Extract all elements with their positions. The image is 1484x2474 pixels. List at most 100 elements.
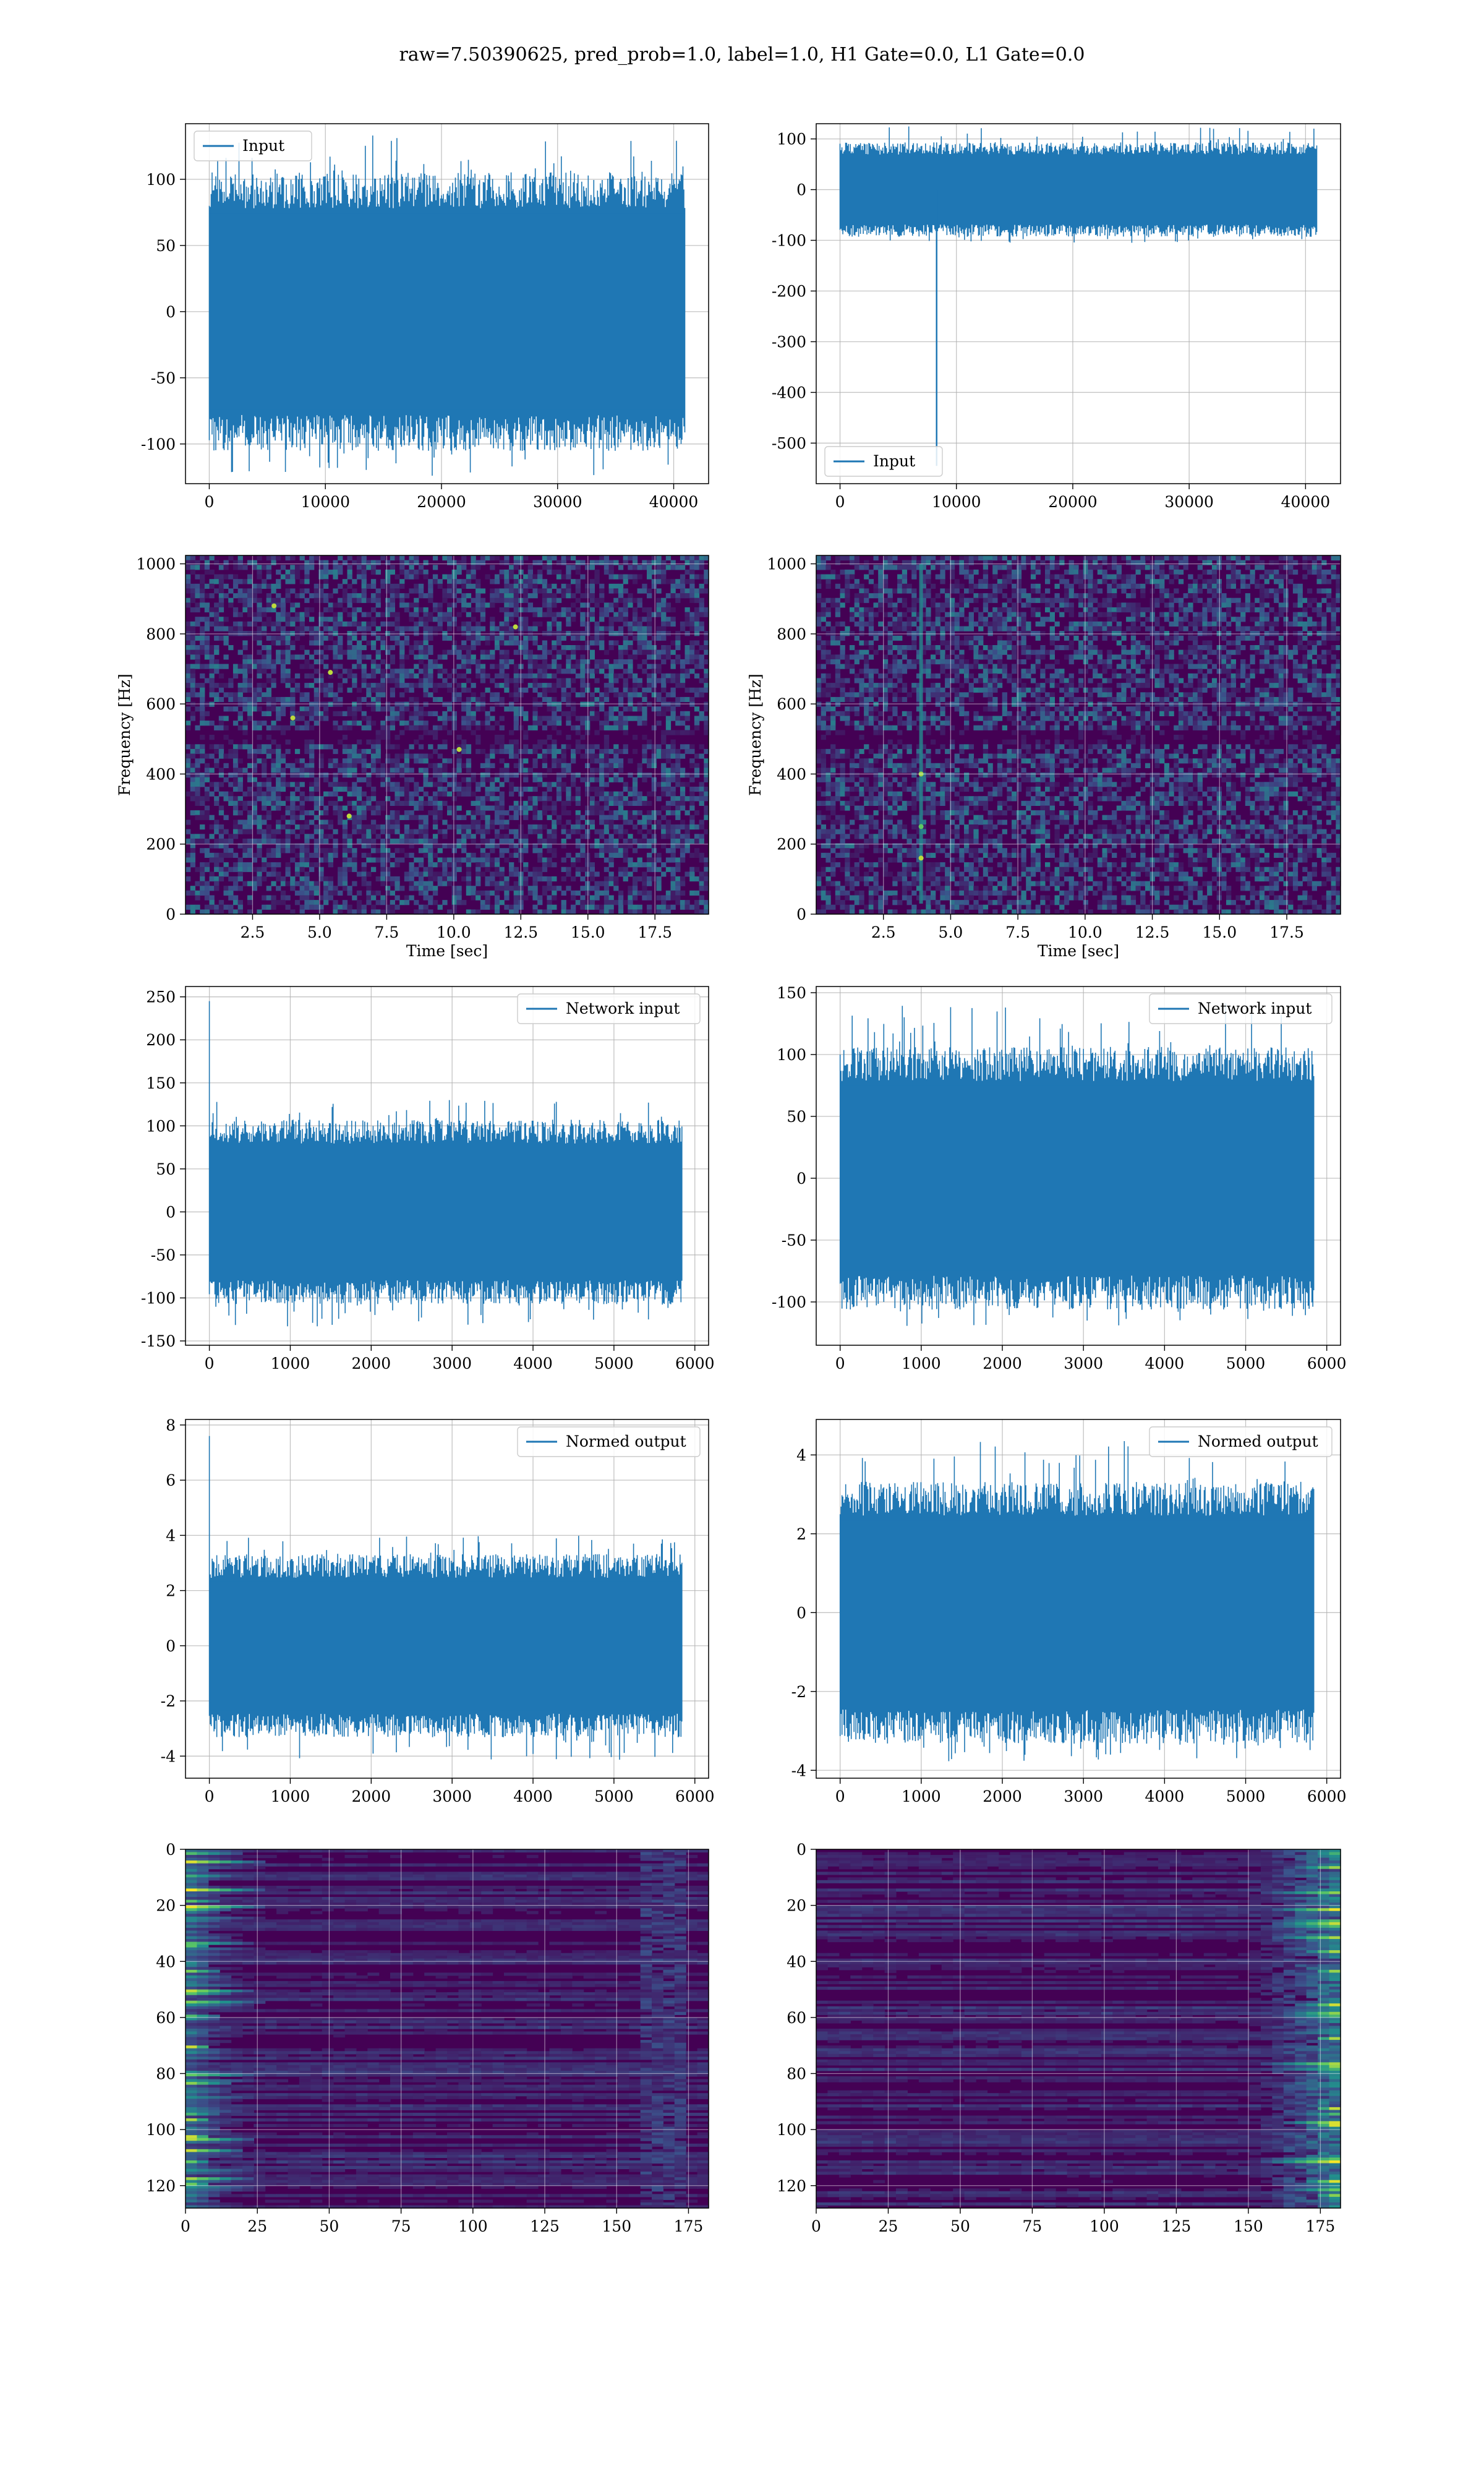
heatmap-cell: [456, 597, 462, 603]
heatmap-cell: [599, 583, 605, 589]
heatmap-cell: [394, 838, 400, 844]
heatmap-cell: [816, 748, 822, 755]
heatmap-cell: [651, 683, 657, 688]
heatmap-cell: [542, 843, 548, 849]
heatmap-cell: [423, 569, 429, 575]
heatmap-cell: [675, 890, 681, 896]
heatmap-cell: [294, 782, 301, 787]
heatmap-cell: [456, 696, 462, 703]
heatmap-cell: [262, 683, 267, 688]
heatmap-cell: [466, 593, 472, 599]
heatmap-cell: [423, 711, 429, 716]
heatmap-cell: [603, 735, 610, 740]
heatmap-cell: [414, 900, 419, 905]
heatmap-cell: [380, 673, 386, 678]
heatmap-cell: [518, 631, 524, 636]
heatmap-cell: [637, 626, 642, 631]
heatmap-cell: [370, 569, 377, 575]
heatmap-cell: [675, 716, 681, 721]
heatmap-cell: [262, 607, 267, 613]
heatmap-cell: [190, 791, 195, 797]
heatmap-cell: [499, 871, 505, 877]
heatmap-cell: [237, 621, 243, 627]
heatmap-cell: [190, 852, 195, 858]
heatmap-cell: [556, 796, 562, 802]
heatmap-cell: [651, 810, 657, 816]
heatmap-cell: [247, 843, 253, 849]
heatmap-cell: [670, 659, 676, 665]
heatmap-cell: [318, 588, 324, 594]
heatmap-cell: [342, 886, 348, 891]
heatmap-cell: [594, 758, 600, 764]
heatmap-cell: [580, 725, 586, 730]
heatmap-cell: [494, 683, 500, 688]
heatmap-cell: [328, 692, 333, 698]
heatmap-cell: [542, 602, 548, 608]
heatmap-cell: [262, 748, 267, 755]
heatmap-cell: [704, 721, 709, 726]
heatmap-cell: [816, 645, 822, 651]
heatmap-cell: [218, 635, 224, 641]
heatmap-cell: [266, 895, 271, 901]
heatmap-cell: [608, 900, 614, 905]
heatmap-cell: [214, 758, 220, 764]
heatmap-cell: [547, 782, 552, 787]
heatmap-cell: [366, 716, 372, 721]
heatmap-cell: [447, 555, 453, 561]
heatmap-cell: [186, 649, 191, 655]
heatmap-cell: [304, 560, 310, 565]
heatmap-cell: [447, 791, 453, 797]
heatmap-cell: [428, 626, 433, 631]
heatmap-cell: [603, 758, 610, 764]
heatmap-cell: [694, 654, 700, 660]
heatmap-cell: [404, 607, 410, 613]
heatmap-cell: [552, 645, 557, 651]
heatmap-cell: [223, 716, 229, 721]
heatmap-cell: [252, 597, 257, 603]
heatmap-cell: [247, 777, 253, 782]
heatmap-cell: [466, 721, 472, 726]
heatmap-cell: [352, 706, 357, 712]
heatmap-cell: [499, 560, 505, 565]
heatmap-cell: [661, 569, 667, 575]
heatmap-cell: [342, 721, 348, 726]
heatmap-cell: [575, 773, 581, 778]
heatmap-cell: [276, 786, 281, 792]
heatmap-cell: [471, 857, 476, 863]
heatmap-cell: [237, 687, 243, 693]
heatmap-cell: [618, 711, 624, 716]
heatmap-cell: [361, 635, 367, 641]
heatmap-cell: [575, 796, 581, 802]
heatmap-cell: [499, 649, 505, 655]
heatmap-cell: [566, 735, 571, 740]
heatmap-cell: [223, 635, 229, 641]
heatmap-cell: [385, 730, 391, 735]
heatmap-cell: [628, 886, 633, 891]
heatmap-cell: [471, 773, 476, 778]
heatmap-cell: [566, 763, 571, 768]
heatmap-cell: [223, 904, 229, 910]
heatmap-cell: [271, 701, 276, 707]
heatmap-cell: [680, 593, 686, 599]
heatmap-cell: [480, 706, 486, 712]
heatmap-cell: [214, 857, 220, 863]
heatmap-cell: [304, 673, 310, 678]
heatmap-cell: [485, 895, 490, 901]
heatmap-cell: [375, 739, 381, 745]
heatmap-cell: [623, 597, 628, 603]
heatmap-cell: [333, 626, 338, 631]
heatmap-cell: [816, 597, 822, 603]
heatmap-cell: [338, 654, 343, 660]
heatmap-cell: [366, 886, 372, 891]
heatmap-cell: [552, 758, 557, 764]
heatmap-cell: [204, 678, 210, 683]
heatmap-cell: [385, 602, 391, 608]
heatmap-cell: [608, 824, 614, 830]
heatmap-cell: [394, 862, 400, 868]
heatmap-cell: [375, 696, 381, 703]
heatmap-cell: [299, 890, 305, 896]
heatmap-cell: [333, 569, 338, 575]
heatmap-cell: [399, 721, 405, 726]
heatmap-cell: [313, 687, 319, 693]
heatmap-cell: [665, 654, 672, 660]
